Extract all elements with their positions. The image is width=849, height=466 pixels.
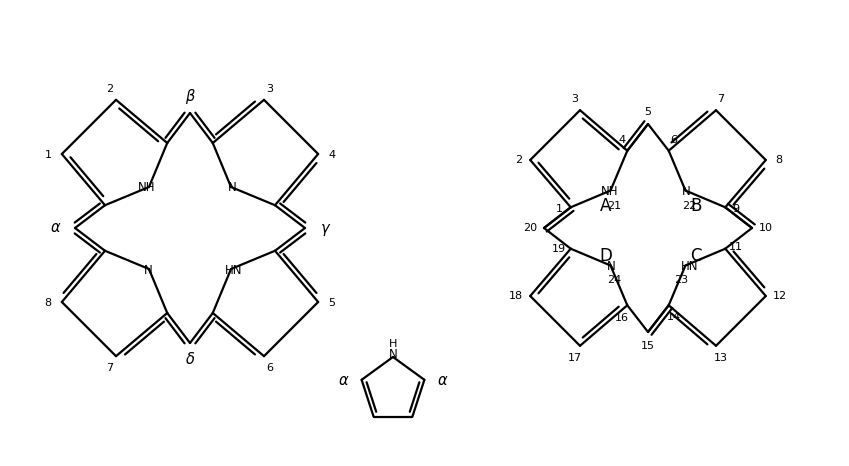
Text: 18: 18 bbox=[509, 291, 523, 301]
Text: 13: 13 bbox=[714, 353, 728, 363]
Text: N: N bbox=[228, 181, 236, 194]
Text: N: N bbox=[607, 260, 616, 273]
Text: NH: NH bbox=[138, 181, 155, 194]
Text: 19: 19 bbox=[552, 244, 565, 254]
Text: A: A bbox=[600, 197, 611, 215]
Text: 9: 9 bbox=[733, 204, 739, 214]
Text: 4: 4 bbox=[619, 135, 626, 145]
Text: 17: 17 bbox=[568, 353, 582, 363]
Text: 8: 8 bbox=[775, 155, 782, 165]
Text: HN: HN bbox=[225, 263, 243, 276]
Text: 7: 7 bbox=[717, 94, 724, 104]
Text: N: N bbox=[682, 185, 691, 198]
Text: 24: 24 bbox=[607, 275, 621, 286]
Text: 12: 12 bbox=[773, 291, 787, 301]
Text: α: α bbox=[437, 373, 447, 388]
Text: 6: 6 bbox=[670, 135, 678, 145]
Text: NH: NH bbox=[601, 185, 618, 198]
Text: α: α bbox=[50, 220, 59, 235]
Text: β: β bbox=[185, 89, 194, 104]
Text: 3: 3 bbox=[267, 84, 273, 94]
Text: 10: 10 bbox=[759, 223, 773, 233]
Text: δ: δ bbox=[185, 352, 194, 368]
Text: 5: 5 bbox=[329, 298, 335, 308]
Text: 7: 7 bbox=[106, 363, 114, 373]
Text: D: D bbox=[599, 247, 612, 265]
Text: 11: 11 bbox=[729, 242, 743, 252]
Text: 1: 1 bbox=[44, 150, 51, 160]
Text: γ: γ bbox=[321, 220, 329, 235]
Text: 21: 21 bbox=[608, 200, 621, 211]
Text: N: N bbox=[389, 348, 397, 361]
Text: H: H bbox=[389, 339, 397, 349]
Text: 8: 8 bbox=[44, 298, 52, 308]
Text: 3: 3 bbox=[571, 94, 578, 104]
Text: 22: 22 bbox=[683, 200, 696, 211]
Text: α: α bbox=[339, 373, 348, 388]
Text: 5: 5 bbox=[644, 107, 651, 117]
Text: 23: 23 bbox=[674, 275, 689, 286]
Text: N: N bbox=[143, 263, 152, 276]
Text: 4: 4 bbox=[329, 150, 335, 160]
Text: 14: 14 bbox=[666, 312, 681, 322]
Text: C: C bbox=[690, 247, 702, 265]
Text: 16: 16 bbox=[616, 313, 629, 323]
Text: 20: 20 bbox=[523, 223, 537, 233]
Text: 15: 15 bbox=[641, 341, 655, 351]
Text: 6: 6 bbox=[267, 363, 273, 373]
Text: 2: 2 bbox=[106, 84, 114, 94]
Text: 1: 1 bbox=[556, 204, 563, 214]
Text: HN: HN bbox=[681, 260, 698, 273]
Text: B: B bbox=[690, 197, 701, 215]
Text: 2: 2 bbox=[514, 155, 522, 165]
